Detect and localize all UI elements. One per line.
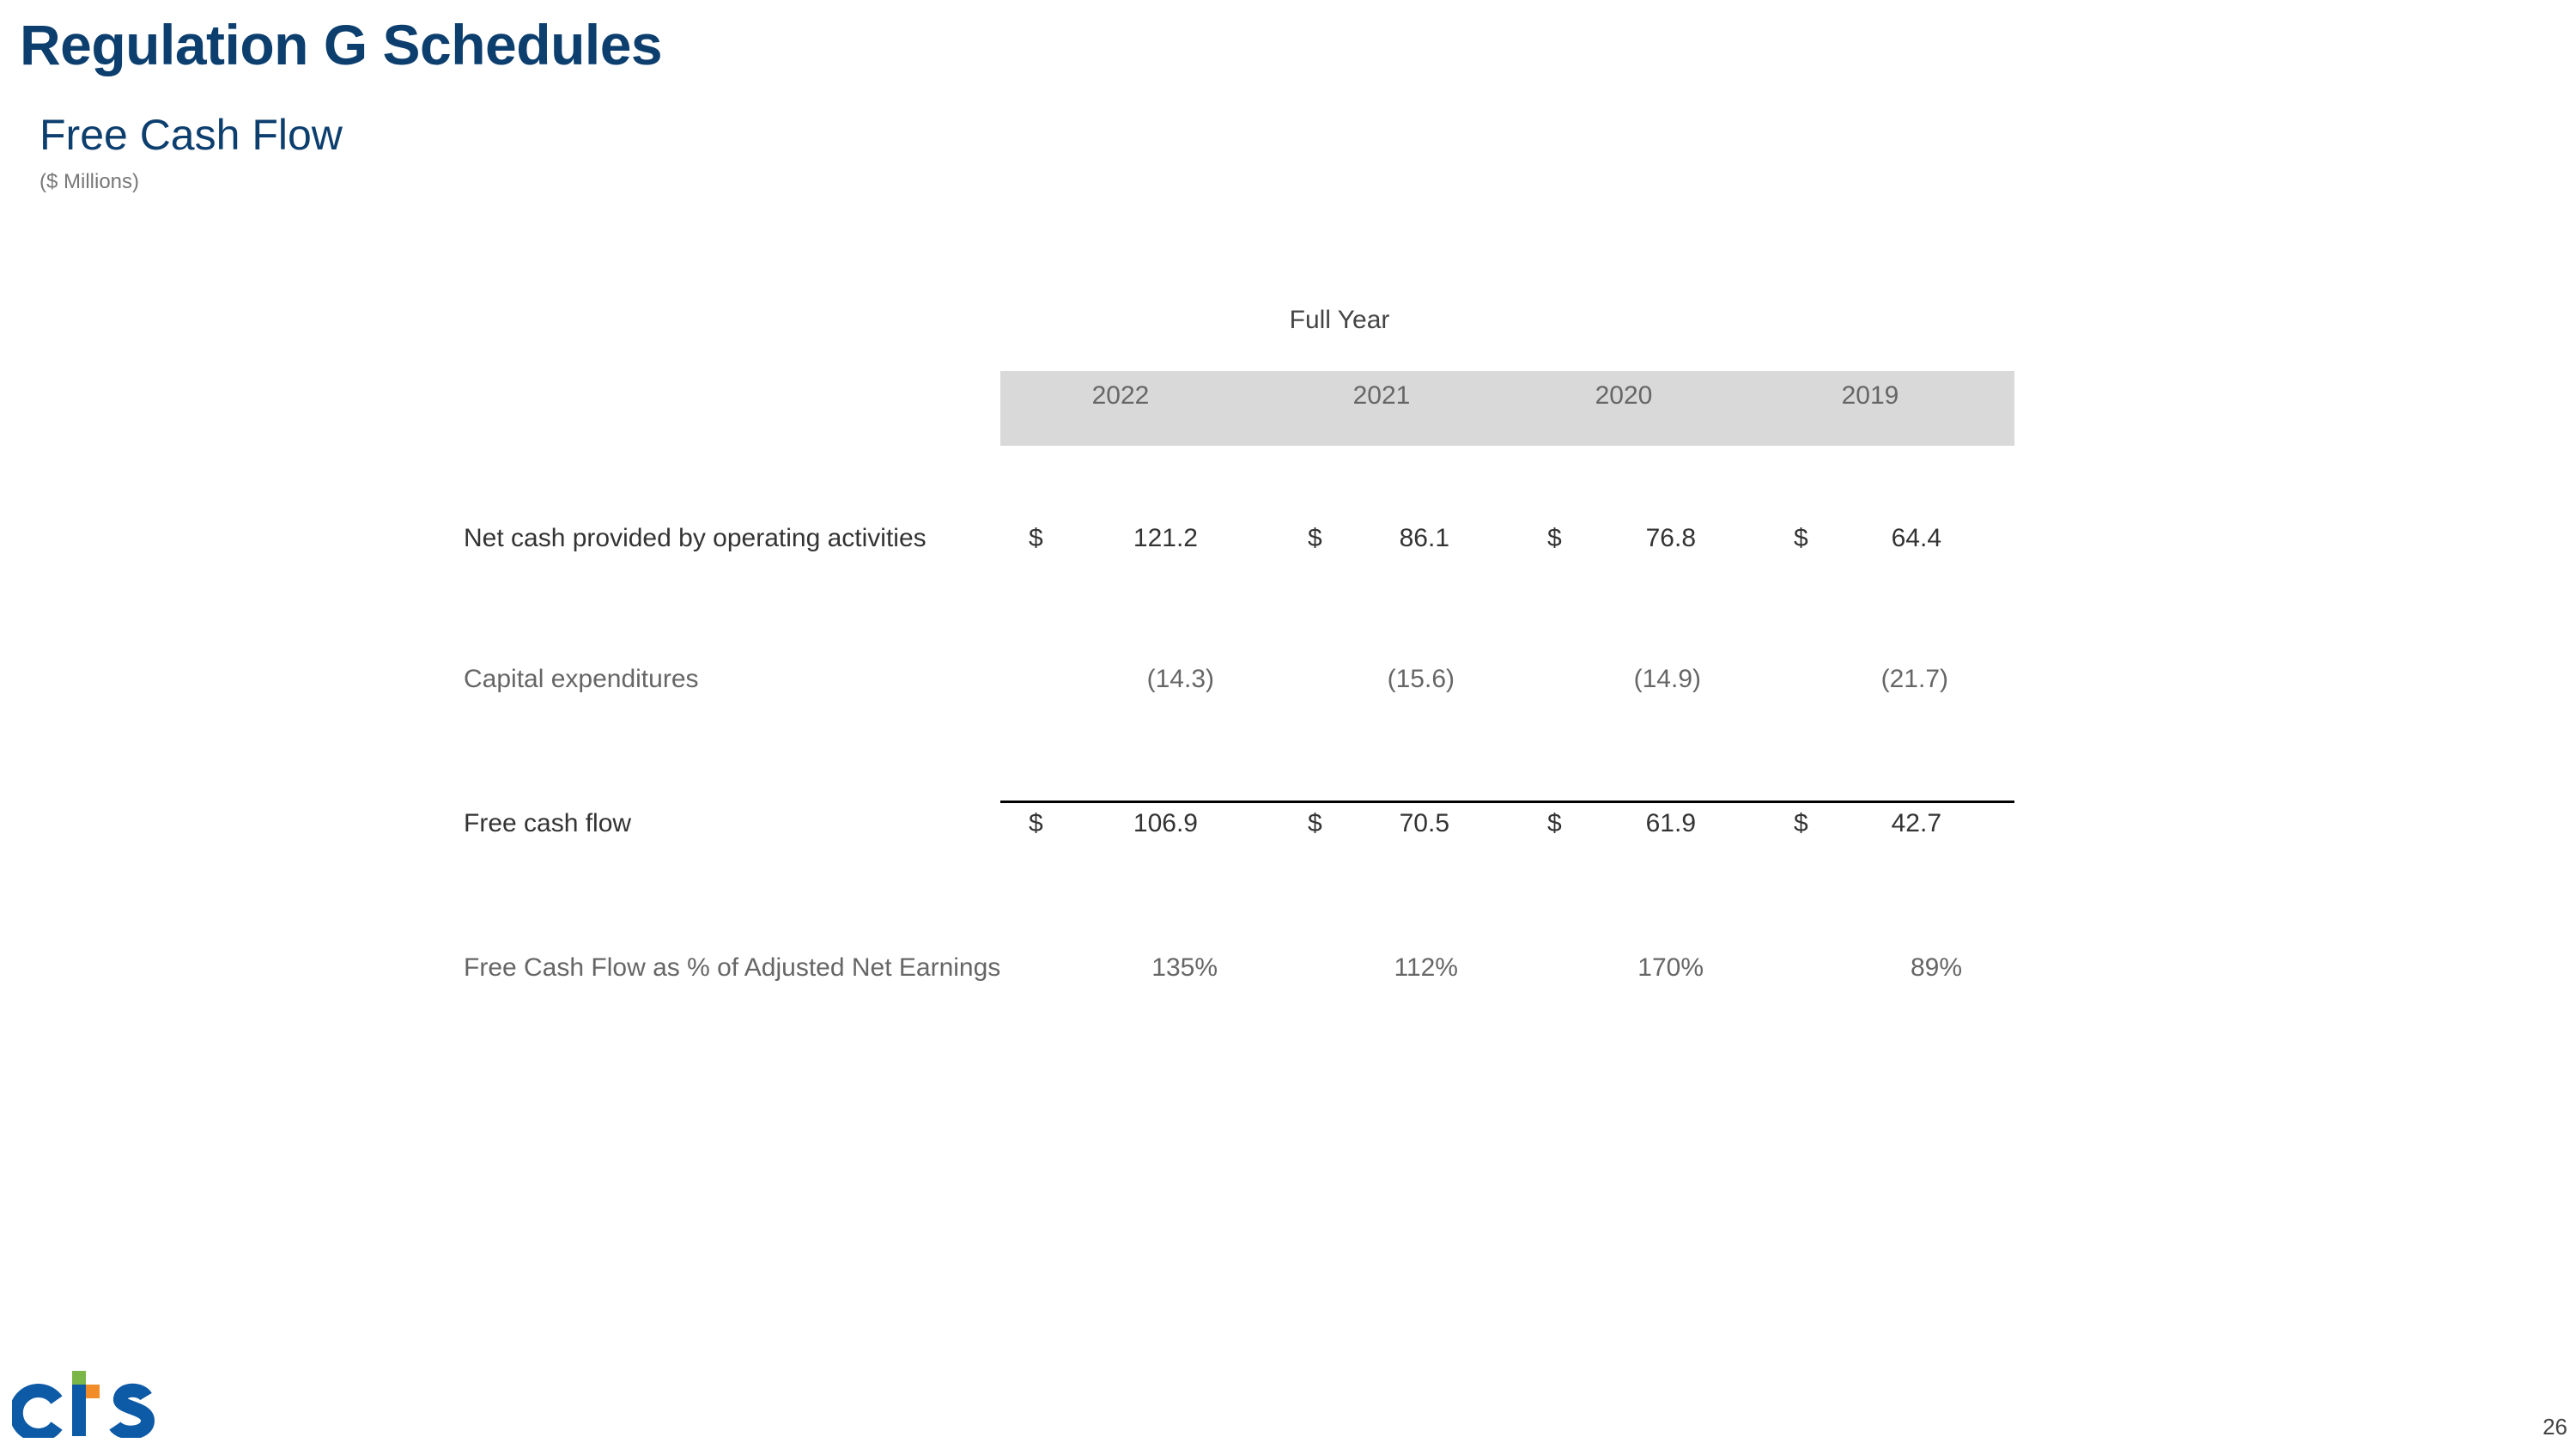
year-header: 2019 [1841, 381, 1899, 410]
table-cell: 86.1 [1399, 524, 1449, 552]
section-title: Free Cash Flow [39, 111, 343, 159]
currency-symbol: $ [1308, 524, 1322, 552]
row-label: Net cash provided by operating activitie… [464, 524, 927, 552]
currency-symbol: $ [1029, 809, 1043, 837]
year-header-band [1000, 371, 2014, 446]
row-label: Capital expenditures [464, 665, 699, 693]
table-cell: 42.7 [1891, 809, 1941, 837]
row-label: Free Cash Flow as % of Adjusted Net Earn… [464, 953, 1001, 982]
table-cell: 89% [1910, 953, 1962, 982]
table-cell: (14.3) [1146, 665, 1214, 693]
currency-symbol: $ [1547, 809, 1562, 837]
cts-logo [9, 1355, 155, 1442]
table-cell: (21.7) [1880, 665, 1948, 693]
table-cell: 112% [1394, 953, 1458, 982]
currency-symbol: $ [1794, 524, 1808, 552]
table-cell: 61.9 [1645, 809, 1696, 837]
table-cell: 76.8 [1645, 524, 1696, 552]
year-header: 2022 [1091, 381, 1150, 410]
table-cell: 70.5 [1399, 809, 1449, 837]
table-cell: 135% [1151, 953, 1218, 982]
table-cell: (15.6) [1387, 665, 1455, 693]
currency-symbol: $ [1547, 524, 1562, 552]
row-label: Free cash flow [464, 809, 632, 837]
table-cell: 64.4 [1891, 524, 1941, 552]
table-cell: 106.9 [1133, 809, 1198, 837]
period-heading: Full Year [1289, 306, 1390, 334]
page-number: 26 [2543, 1414, 2567, 1440]
total-rule [1000, 801, 2014, 803]
page-title: Regulation G Schedules [20, 13, 663, 76]
table-cell: 121.2 [1133, 524, 1198, 552]
table-cell: (14.9) [1633, 665, 1701, 693]
currency-symbol: $ [1029, 524, 1043, 552]
currency-symbol: $ [1794, 809, 1808, 837]
units-note: ($ Millions) [39, 170, 140, 193]
year-header: 2021 [1352, 381, 1411, 410]
currency-symbol: $ [1308, 809, 1322, 837]
table-cell: 170% [1637, 953, 1704, 982]
year-header: 2020 [1595, 381, 1653, 410]
